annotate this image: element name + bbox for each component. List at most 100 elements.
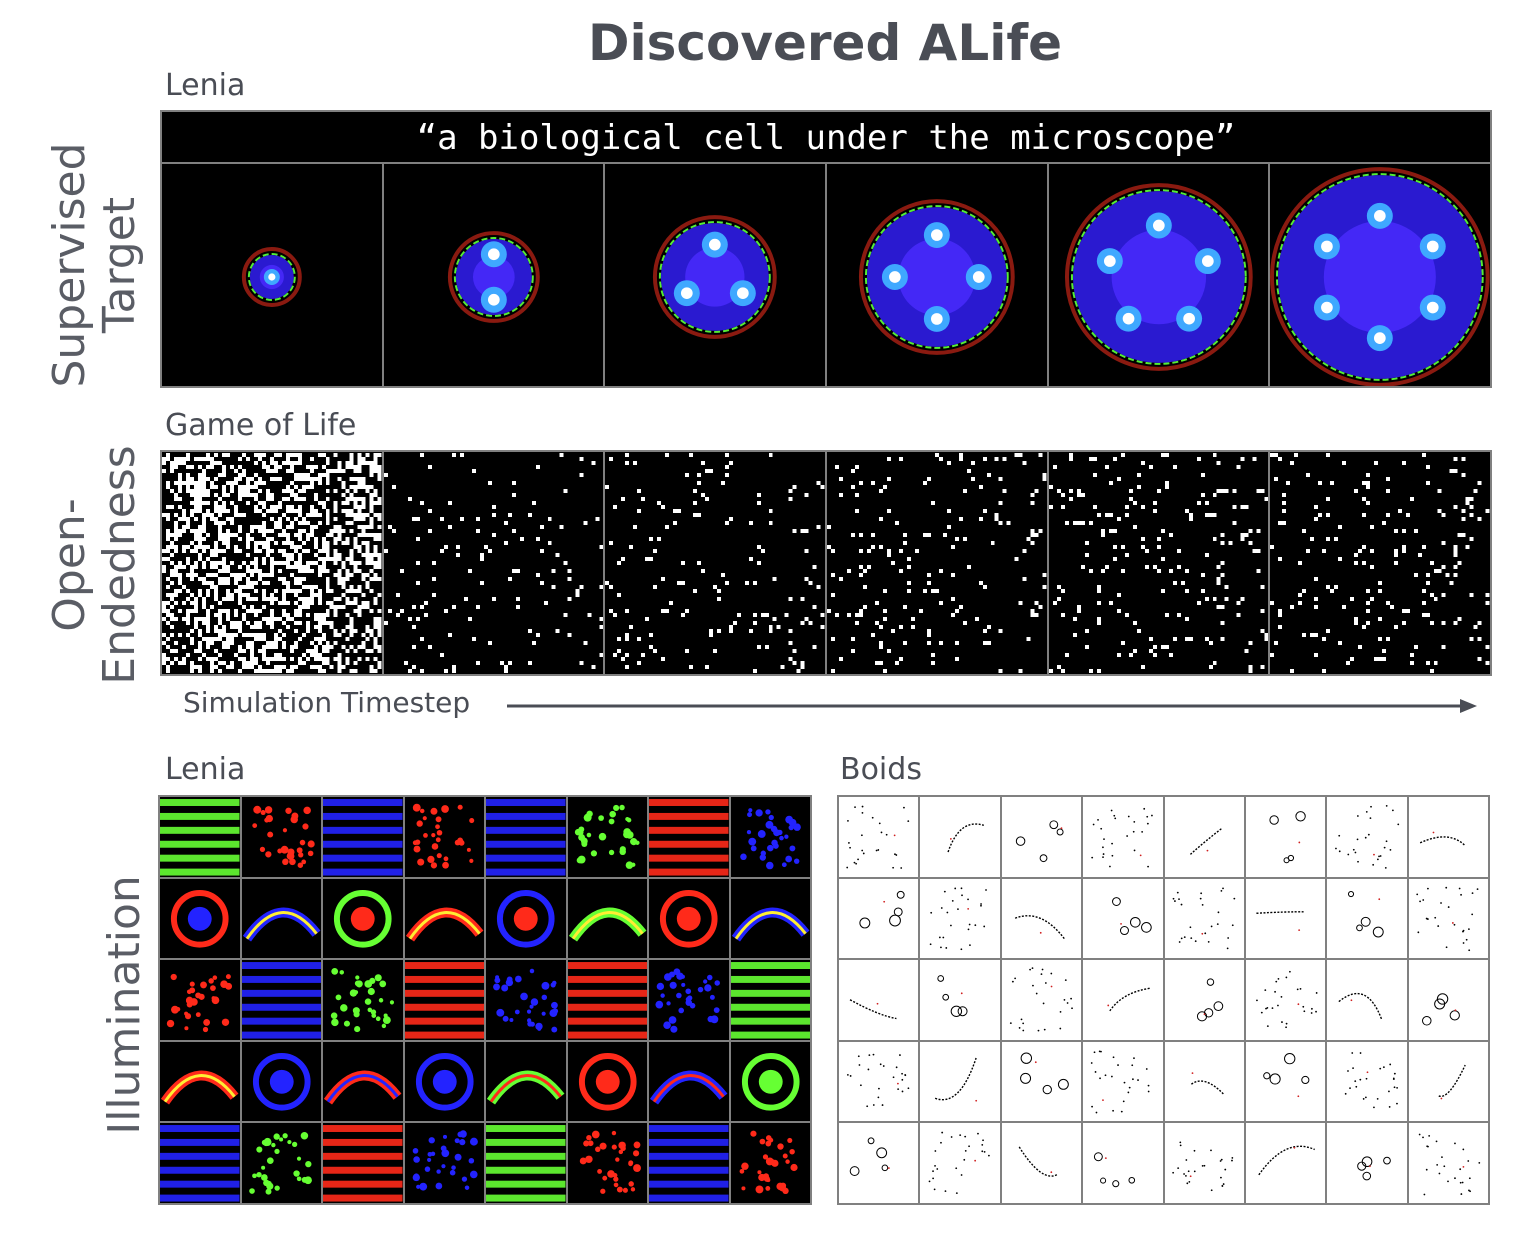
lenia-frame [827,164,1049,386]
boids-sample [1083,878,1165,961]
boids-sample [1408,960,1490,1042]
lenia-sample [567,878,649,961]
boids-sample [1164,1123,1246,1205]
boids-sample [1001,1123,1084,1205]
boids-sample [1001,878,1084,961]
game-of-life-frame [383,452,606,674]
lenia-sample [567,1123,649,1205]
boids-sample [920,1123,1002,1205]
timestep-arrow-icon [507,699,1477,713]
lenia-sample [404,797,486,879]
boids-sample [1245,960,1328,1042]
boids-sample [1083,1123,1165,1205]
lenia-sample [323,878,405,961]
boids-sample [1245,1123,1328,1205]
section-label-lenia-supervised: Lenia [165,68,246,103]
lenia-sample [160,878,242,961]
lenia-sample [649,1041,731,1124]
lenia-sample [486,878,568,961]
lenia-sample [649,1123,731,1205]
lenia-sample [730,960,812,1042]
boids-sample [1001,960,1084,1042]
lenia-frame [605,164,828,386]
boids-sample [920,960,1002,1042]
boids-sample [1327,1041,1409,1124]
lenia-sample [649,797,731,879]
game-of-life-timelapse-strip [160,450,1492,676]
boids-sample [1245,1041,1328,1124]
lenia-sample [486,1041,568,1124]
lenia-sample [649,878,731,961]
boids-sample [1164,1041,1246,1124]
lenia-sample [649,960,731,1042]
section-label-lenia-illumination: Lenia [165,752,246,787]
lenia-sample [730,797,812,879]
game-of-life-frame [162,452,384,674]
lenia-timelapse-strip [160,162,1492,388]
lenia-sample [404,878,486,961]
section-label-game-of-life: Game of Life [165,408,357,443]
lenia-sample [241,878,323,961]
boids-sample [839,878,921,961]
boids-sample [1164,960,1246,1042]
boids-sample [1327,960,1409,1042]
boids-illumination-grid [837,795,1490,1205]
game-of-life-frame [827,452,1049,674]
prompt-banner: “a biological cell under the microscope” [160,110,1492,162]
row-label-illumination: Illumination [99,875,150,1135]
lenia-sample [160,797,242,879]
lenia-sample [486,797,568,879]
game-of-life-frame [605,452,828,674]
lenia-sample [404,1123,486,1205]
lenia-sample [730,1041,812,1124]
boids-sample [1327,1123,1409,1205]
section-label-boids: Boids [840,752,922,787]
lenia-sample [567,960,649,1042]
boids-sample [839,1041,921,1124]
lenia-frame [162,164,384,386]
axis-label-timestep: Simulation Timestep [183,686,471,719]
lenia-sample [241,960,323,1042]
lenia-sample [323,960,405,1042]
game-of-life-frame [1048,452,1271,674]
boids-sample [1408,1041,1490,1124]
boids-sample [1164,797,1246,879]
row-label-open-endedness: Open- Endedness [44,445,145,685]
lenia-sample [730,878,812,961]
lenia-sample [160,1123,242,1205]
boids-sample [839,960,921,1042]
boids-sample [920,1041,1002,1124]
lenia-frame [383,164,606,386]
lenia-sample [160,1041,242,1124]
boids-sample [1408,1123,1490,1205]
figure-title: Discovered ALife [587,14,1063,72]
boids-sample [920,878,1002,961]
boids-sample [1001,797,1084,879]
lenia-illumination-grid [158,795,812,1205]
lenia-sample [486,960,568,1042]
boids-sample [1408,797,1490,879]
boids-sample [839,1123,921,1205]
boids-sample [1001,1041,1084,1124]
lenia-sample [241,1041,323,1124]
boids-sample [1245,878,1328,961]
lenia-sample [404,1041,486,1124]
boids-sample [1327,878,1409,961]
boids-sample [1408,878,1490,961]
boids-sample [1327,797,1409,879]
lenia-frame [1270,164,1491,386]
boids-sample [920,797,1002,879]
lenia-sample [730,1123,812,1205]
row-label-supervised: Supervised Target [44,142,145,388]
lenia-sample [567,1041,649,1124]
lenia-sample [486,1123,568,1205]
lenia-sample [323,1123,405,1205]
game-of-life-frame [1270,452,1491,674]
boids-sample [1245,797,1328,879]
lenia-frame [1048,164,1271,386]
lenia-sample [567,797,649,879]
lenia-sample [160,960,242,1042]
boids-sample [839,797,921,879]
lenia-sample [241,797,323,879]
lenia-sample [323,1041,405,1124]
